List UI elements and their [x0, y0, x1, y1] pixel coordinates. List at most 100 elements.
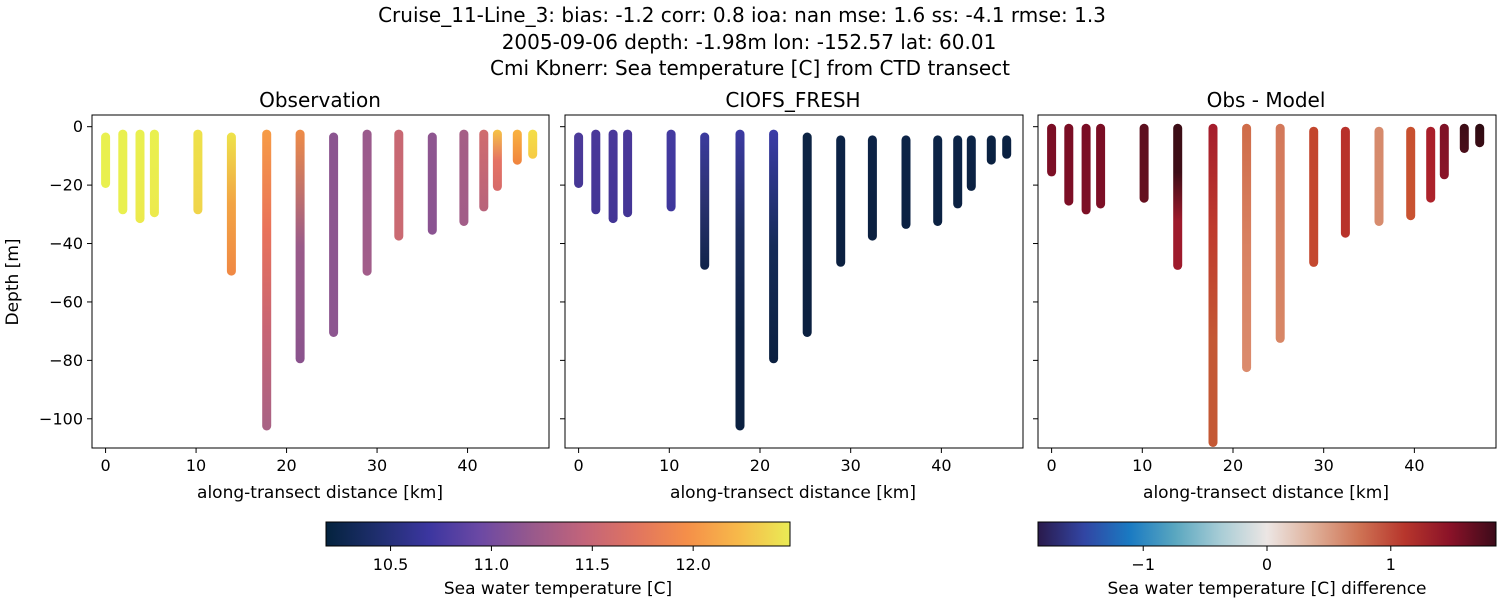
profile-0-13: [479, 129, 489, 212]
profile-1-0: [574, 132, 584, 188]
panel-title-difference: Obs - Model: [1207, 88, 1326, 112]
profile-0-8: [329, 132, 339, 337]
panel-title-observation: Observation: [259, 88, 381, 112]
profile-1-3: [623, 129, 633, 218]
y-tick-label: 0: [73, 117, 83, 136]
profile-2-16: [1475, 123, 1485, 148]
difference-profiles: [1047, 123, 1485, 448]
x-tick-label: 30: [1314, 456, 1334, 475]
x-tick-label: 40: [457, 456, 477, 475]
difference-axes-frame: [1037, 114, 1497, 449]
y-tick-label: −80: [49, 351, 83, 370]
colorbar-difference-ticks: −1 0 1: [1131, 546, 1396, 574]
observation-y-ticks: 0 −20 −40 −60 −80 −100: [39, 117, 92, 428]
colorbar-temperature-ticks: 10.5 11.0 11.5 12.0: [373, 546, 711, 574]
profile-1-2: [608, 129, 618, 224]
profile-0-15: [512, 129, 522, 165]
y-tick-label: −20: [49, 176, 83, 195]
profile-2-7: [1242, 123, 1252, 373]
model-x-axis-label: along-transect distance [km]: [670, 483, 916, 503]
observation-x-ticks: 0 10 20 30 40: [100, 448, 478, 475]
model-axes-frame: [564, 114, 1024, 449]
figure-title-line-3: Cmi Kbnerr: Sea temperature [C] from CTD…: [490, 56, 1010, 80]
x-tick-label: 0: [574, 456, 584, 475]
profile-2-1: [1064, 123, 1074, 206]
profile-0-2: [135, 129, 145, 224]
profile-0-5: [226, 132, 236, 276]
profile-0-11: [427, 132, 437, 235]
x-tick-label: 10: [1132, 456, 1152, 475]
x-tick-label: 40: [931, 456, 951, 475]
profile-1-8: [802, 132, 812, 337]
difference-x-axis-label: along-transect distance [km]: [1143, 483, 1389, 503]
profile-2-9: [1309, 126, 1319, 267]
profile-1-15: [986, 135, 996, 165]
profile-2-6: [1208, 123, 1218, 448]
figure-title-line-1: Cruise_11-Line_3: bias: -1.2 corr: 0.8 i…: [378, 3, 1106, 27]
profile-1-9: [836, 135, 846, 267]
panel-title-model: CIOFS_FRESH: [725, 88, 860, 112]
figure-title-line-2: 2005-09-06 depth: -1.98m lon: -152.57 la…: [502, 30, 997, 54]
x-tick-label: 30: [367, 456, 387, 475]
x-tick-label: 40: [1404, 456, 1424, 475]
profile-0-7: [295, 129, 305, 364]
x-tick-label: 20: [750, 456, 770, 475]
x-tick-label: 10: [659, 456, 679, 475]
colorbar-tick-label: −1: [1131, 555, 1155, 574]
colorbar-tick-label: 0: [1262, 555, 1272, 574]
colorbar-tick-label: 1: [1386, 555, 1396, 574]
colorbar-difference: −1 0 1 Sea water temperature [C] differenc…: [1037, 521, 1497, 599]
model-y-ticks: [560, 126, 565, 420]
profile-0-9: [362, 129, 372, 276]
profile-1-6: [735, 129, 745, 431]
x-tick-label: 0: [100, 456, 110, 475]
y-tick-label: −100: [39, 409, 83, 428]
profile-2-5: [1173, 123, 1183, 270]
profile-2-11: [1374, 126, 1384, 226]
x-tick-label: 0: [1047, 456, 1057, 475]
observation-profiles: [101, 129, 538, 431]
profile-1-7: [769, 129, 779, 364]
profile-0-3: [149, 129, 159, 218]
x-tick-label: 20: [1223, 456, 1243, 475]
colorbar-tick-label: 11.0: [474, 555, 510, 574]
profile-0-4: [193, 129, 203, 215]
profile-2-2: [1081, 123, 1091, 215]
profile-0-0: [101, 132, 111, 188]
profile-1-13: [953, 135, 963, 209]
profile-0-16: [528, 129, 538, 159]
profile-0-10: [394, 129, 404, 241]
profile-0-14: [492, 129, 502, 191]
profile-2-12: [1406, 126, 1416, 221]
profile-1-11: [901, 135, 911, 229]
profile-2-14: [1439, 123, 1449, 180]
colorbar-tick-label: 10.5: [373, 555, 409, 574]
profile-2-4: [1139, 123, 1149, 203]
profile-0-1: [118, 129, 128, 215]
y-axis-label: Depth [m]: [3, 238, 23, 325]
observation-axes-frame: [91, 114, 550, 449]
profile-1-10: [867, 135, 877, 241]
observation-x-axis-label: along-transect distance [km]: [197, 483, 443, 503]
x-tick-label: 30: [841, 456, 861, 475]
panel-difference: Obs - Model 0 10 20 30 40 along-transect dis…: [1033, 88, 1497, 503]
y-tick-label: −40: [49, 234, 83, 253]
profile-1-4: [666, 129, 676, 212]
profile-1-5: [700, 132, 710, 270]
profile-2-13: [1426, 126, 1436, 203]
profile-1-16: [1002, 135, 1012, 159]
profile-1-14: [966, 135, 976, 191]
colorbar-temperature-label: Sea water temperature [C]: [444, 579, 672, 599]
difference-y-ticks: [1033, 126, 1038, 420]
model-profiles: [574, 129, 1012, 431]
profile-1-12: [933, 135, 943, 226]
difference-x-ticks: 0 10 20 30 40: [1047, 448, 1425, 475]
profile-2-0: [1047, 123, 1057, 177]
profile-2-15: [1459, 123, 1469, 153]
colorbar-tick-label: 11.5: [574, 555, 610, 574]
profile-2-10: [1340, 126, 1350, 238]
x-tick-label: 20: [276, 456, 296, 475]
profile-0-6: [262, 129, 272, 431]
colorbar-difference-gradient: [1037, 521, 1497, 547]
